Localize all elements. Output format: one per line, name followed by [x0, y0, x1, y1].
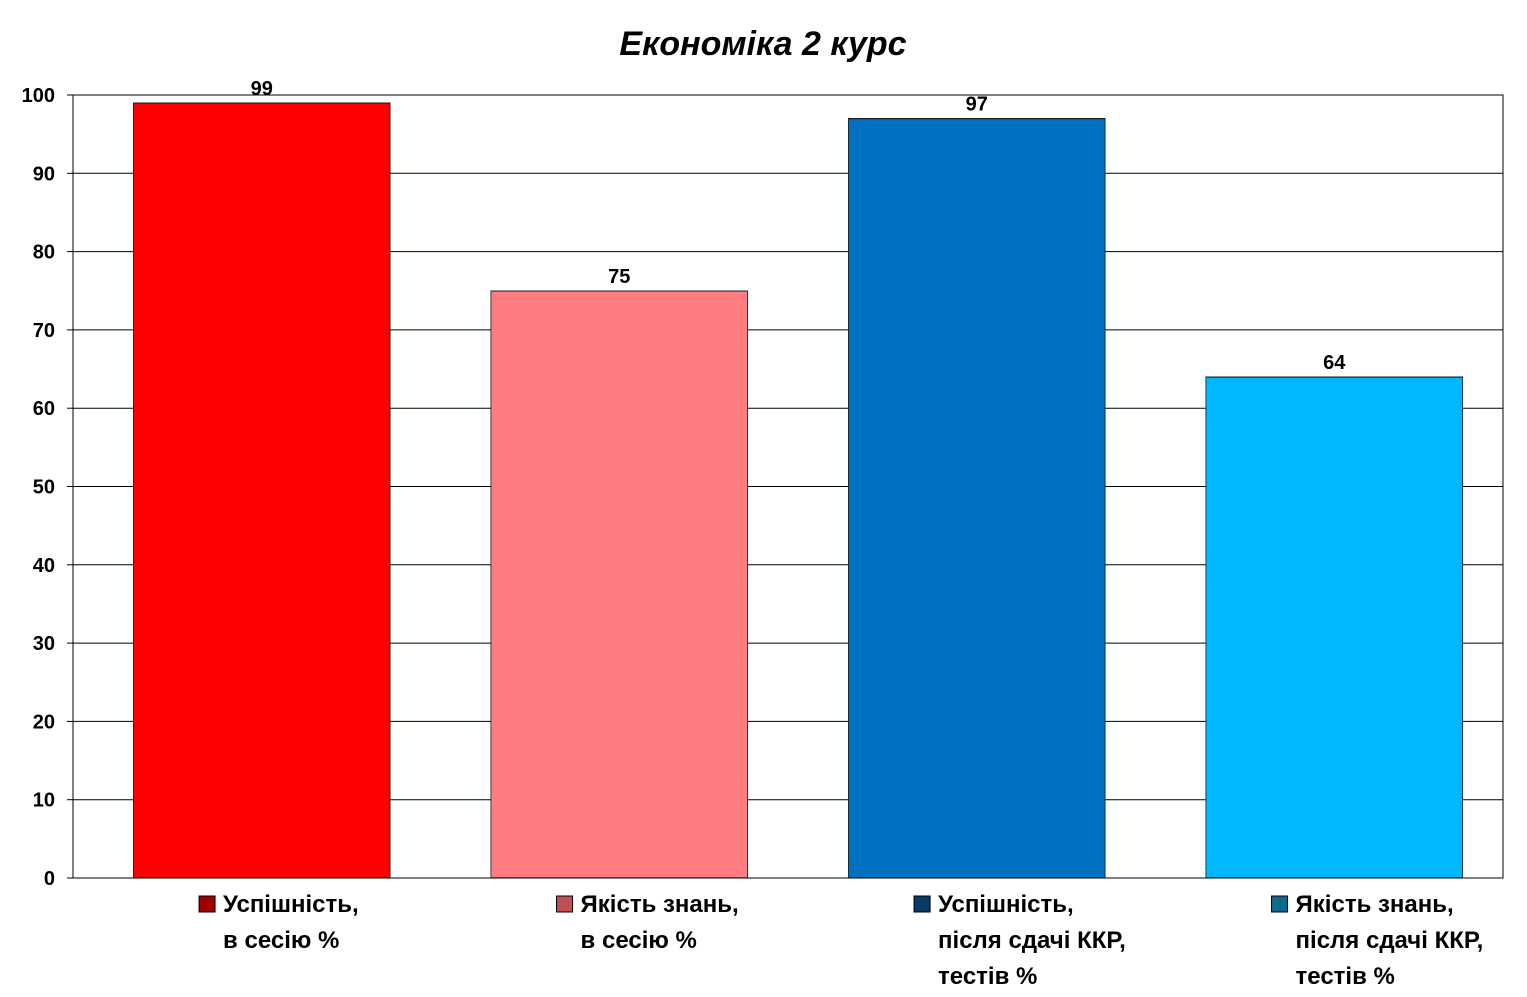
bars [132, 102, 1464, 879]
y-axis-tick-labels: 0 10 20 30 40 50 60 70 80 90 100 [22, 85, 55, 890]
legend: Успішність, в сесію % Якість знань, в сесію… [198, 891, 1484, 990]
plot-area-border [72, 94, 1504, 879]
y-tick-label: 40 [33, 555, 55, 577]
legend-label: тестів % [938, 963, 1037, 990]
legend-label: після сдачі ККР, [938, 927, 1126, 954]
y-tick-label: 30 [33, 633, 55, 655]
bar [847, 117, 1107, 879]
data-label: 97 [966, 93, 988, 115]
legend-marker [1271, 895, 1289, 913]
y-tick-label: 50 [33, 477, 55, 499]
legend-label: тестів % [1296, 963, 1395, 990]
y-tick-label: 80 [33, 242, 55, 264]
bar [1204, 376, 1464, 879]
y-tick-label: 70 [33, 320, 55, 342]
y-tick-label: 0 [44, 868, 55, 890]
y-tick-label: 20 [33, 711, 55, 733]
legend-label: Якість знань, [1296, 891, 1454, 918]
legend-marker [198, 895, 216, 913]
legend-label: після сдачі ККР, [1296, 927, 1484, 954]
y-tick-label: 100 [22, 85, 55, 107]
legend-label: в сесію % [223, 927, 339, 954]
legend-marker [913, 895, 931, 913]
data-labels: 99 75 97 64 [251, 78, 1347, 374]
chart-title: Економіка 2 курс [619, 25, 906, 63]
legend-label: Успішність, [938, 891, 1074, 918]
legend-label: Якість знань, [581, 891, 739, 918]
legend-label: в сесію % [581, 927, 697, 954]
legend-label: Успішність, [223, 891, 359, 918]
y-tick-label: 10 [33, 790, 55, 812]
data-label: 75 [608, 266, 630, 288]
y-tick-label: 90 [33, 163, 55, 185]
bar [132, 102, 392, 879]
legend-marker [556, 895, 574, 913]
bar [489, 290, 749, 879]
y-tick-label: 60 [33, 398, 55, 420]
data-label: 64 [1323, 352, 1346, 374]
data-label: 99 [251, 78, 273, 100]
